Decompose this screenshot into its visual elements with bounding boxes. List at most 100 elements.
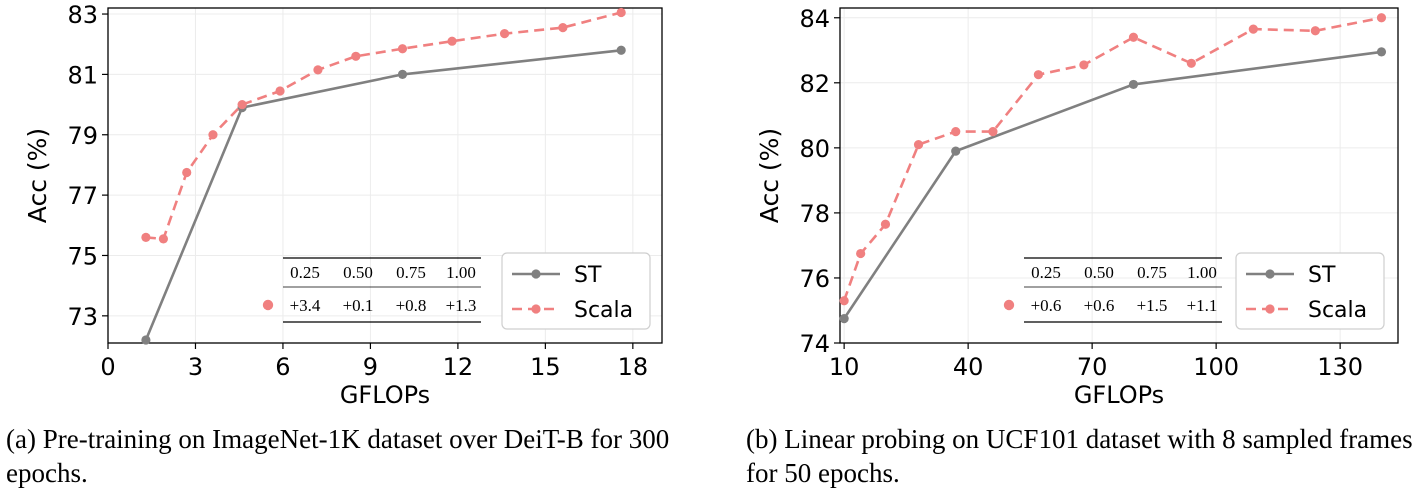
y-tick-label: 83 [67, 1, 98, 29]
table-header-cell: 1.00 [1187, 263, 1217, 282]
data-point [1128, 32, 1139, 42]
data-point [880, 219, 891, 229]
series-line [144, 49, 622, 341]
y-tick-label: 82 [799, 70, 830, 98]
legend: ST Scala [1235, 252, 1385, 330]
data-point [839, 314, 849, 324]
table-value-cell: +0.6 [1084, 296, 1115, 315]
data-point [616, 7, 626, 18]
inset-table: 0.25 0.50 0.75 1.00 +0.6 +0.6 +1.5 +1.1 [1003, 257, 1222, 323]
table-header-cell: 0.50 [343, 263, 373, 282]
x-tick-label: 12 [443, 353, 474, 381]
chart-panel-a: 0 3 6 9 12 15 18 73 75 77 79 81 83 GFLOPs Acc (%) 0.25 0… [0, 0, 714, 410]
legend-label: ST [1308, 263, 1336, 288]
table-value-cell: +1.1 [1187, 296, 1218, 315]
legend-label: ST [574, 263, 602, 288]
x-tick-label: 9 [363, 353, 378, 381]
table-header-cell: 0.25 [1031, 263, 1061, 282]
table-value-cell: +3.4 [290, 296, 321, 315]
legend-marker [531, 304, 541, 314]
y-tick-label: 74 [799, 330, 830, 358]
table-value-cell: +1.5 [1137, 296, 1168, 315]
table-value-cell: +0.1 [343, 296, 374, 315]
table-value-cell: +0.8 [396, 296, 427, 315]
data-point [988, 126, 998, 137]
data-point [208, 130, 218, 140]
series-scala [141, 7, 626, 244]
data-point [158, 234, 168, 244]
data-point [1079, 60, 1089, 70]
data-point [499, 29, 510, 39]
legend-marker [1265, 269, 1275, 279]
y-tick-label: 76 [799, 265, 830, 293]
caption-b: (b) Linear probing on UCF101 dataset wit… [746, 424, 1413, 488]
x-tick-label: 10 [829, 353, 860, 381]
data-point [397, 69, 408, 79]
table-scala-marker [262, 299, 274, 311]
y-axis-label: Acc (%) [23, 128, 52, 223]
table-value-cell: +1.3 [446, 296, 477, 315]
data-point [141, 335, 151, 345]
data-point [1186, 58, 1196, 68]
y-tick-label: 80 [799, 135, 830, 163]
legend-label: Scala [1308, 298, 1367, 323]
table-value-cell: +0.6 [1031, 296, 1062, 315]
data-point [182, 167, 192, 178]
data-point [856, 248, 866, 259]
data-point [351, 51, 361, 61]
data-point [1310, 26, 1320, 36]
data-point [313, 65, 323, 75]
table-header-cell: 0.25 [290, 263, 320, 282]
series-line [843, 50, 1382, 320]
data-point [1248, 24, 1258, 34]
chart-svg: 10 40 70 100 130 74 76 78 80 82 84 GFLOPs Acc (%) 0.2… [755, 5, 1399, 409]
x-tick-label: 100 [1193, 353, 1239, 381]
data-point [141, 232, 151, 242]
x-tick-label: 40 [953, 353, 984, 381]
y-tick-label: 78 [799, 200, 830, 228]
y-tick-label: 81 [67, 61, 98, 89]
y-tick-label: 79 [67, 122, 98, 150]
x-tick-label: 0 [100, 353, 115, 381]
data-point [839, 296, 849, 306]
data-point [237, 99, 247, 110]
x-tick-label: 18 [618, 353, 649, 381]
chart-panel-b: 10 40 70 100 130 74 76 78 80 82 84 GFLOPs Acc (%) 0.2… [714, 0, 1428, 410]
x-axis-label: GFLOPs [340, 381, 430, 409]
series-line [145, 11, 622, 241]
table-header-cell: 0.50 [1084, 263, 1114, 282]
legend-marker [1265, 304, 1275, 314]
legend: ST Scala [501, 252, 651, 330]
data-point [1128, 79, 1139, 90]
x-tick-label: 6 [275, 353, 290, 381]
plot-frame [107, 7, 663, 344]
x-tick-label: 70 [1077, 353, 1108, 381]
data-point [1376, 47, 1387, 57]
data-point [397, 44, 408, 54]
data-point [616, 45, 626, 55]
inset-table: 0.25 0.50 0.75 1.00 +3.4 +0.1 +0.8 +1.3 [262, 257, 481, 323]
y-axis-label: Acc (%) [755, 128, 784, 223]
legend-label: Scala [574, 298, 633, 323]
data-point [951, 146, 961, 156]
data-point [1033, 70, 1043, 80]
x-tick-label: 130 [1317, 353, 1363, 381]
table-header-cell: 0.75 [1137, 263, 1167, 282]
data-point [913, 140, 924, 150]
x-tick-label: 3 [188, 353, 203, 381]
legend-marker [531, 269, 541, 279]
data-point [275, 86, 285, 96]
y-tick-label: 84 [799, 5, 830, 33]
data-point [558, 23, 568, 33]
table-scala-marker [1003, 299, 1015, 311]
y-tick-label: 77 [67, 182, 98, 210]
data-point [447, 36, 457, 46]
table-header-cell: 1.00 [446, 263, 476, 282]
caption-a: (a) Pre-training on ImageNet-1K dataset … [6, 424, 670, 488]
plot-frame [839, 7, 1399, 344]
series-st [839, 47, 1387, 324]
x-axis-label: GFLOPs [1074, 381, 1164, 409]
series-scala [839, 13, 1387, 306]
data-point [951, 126, 961, 137]
